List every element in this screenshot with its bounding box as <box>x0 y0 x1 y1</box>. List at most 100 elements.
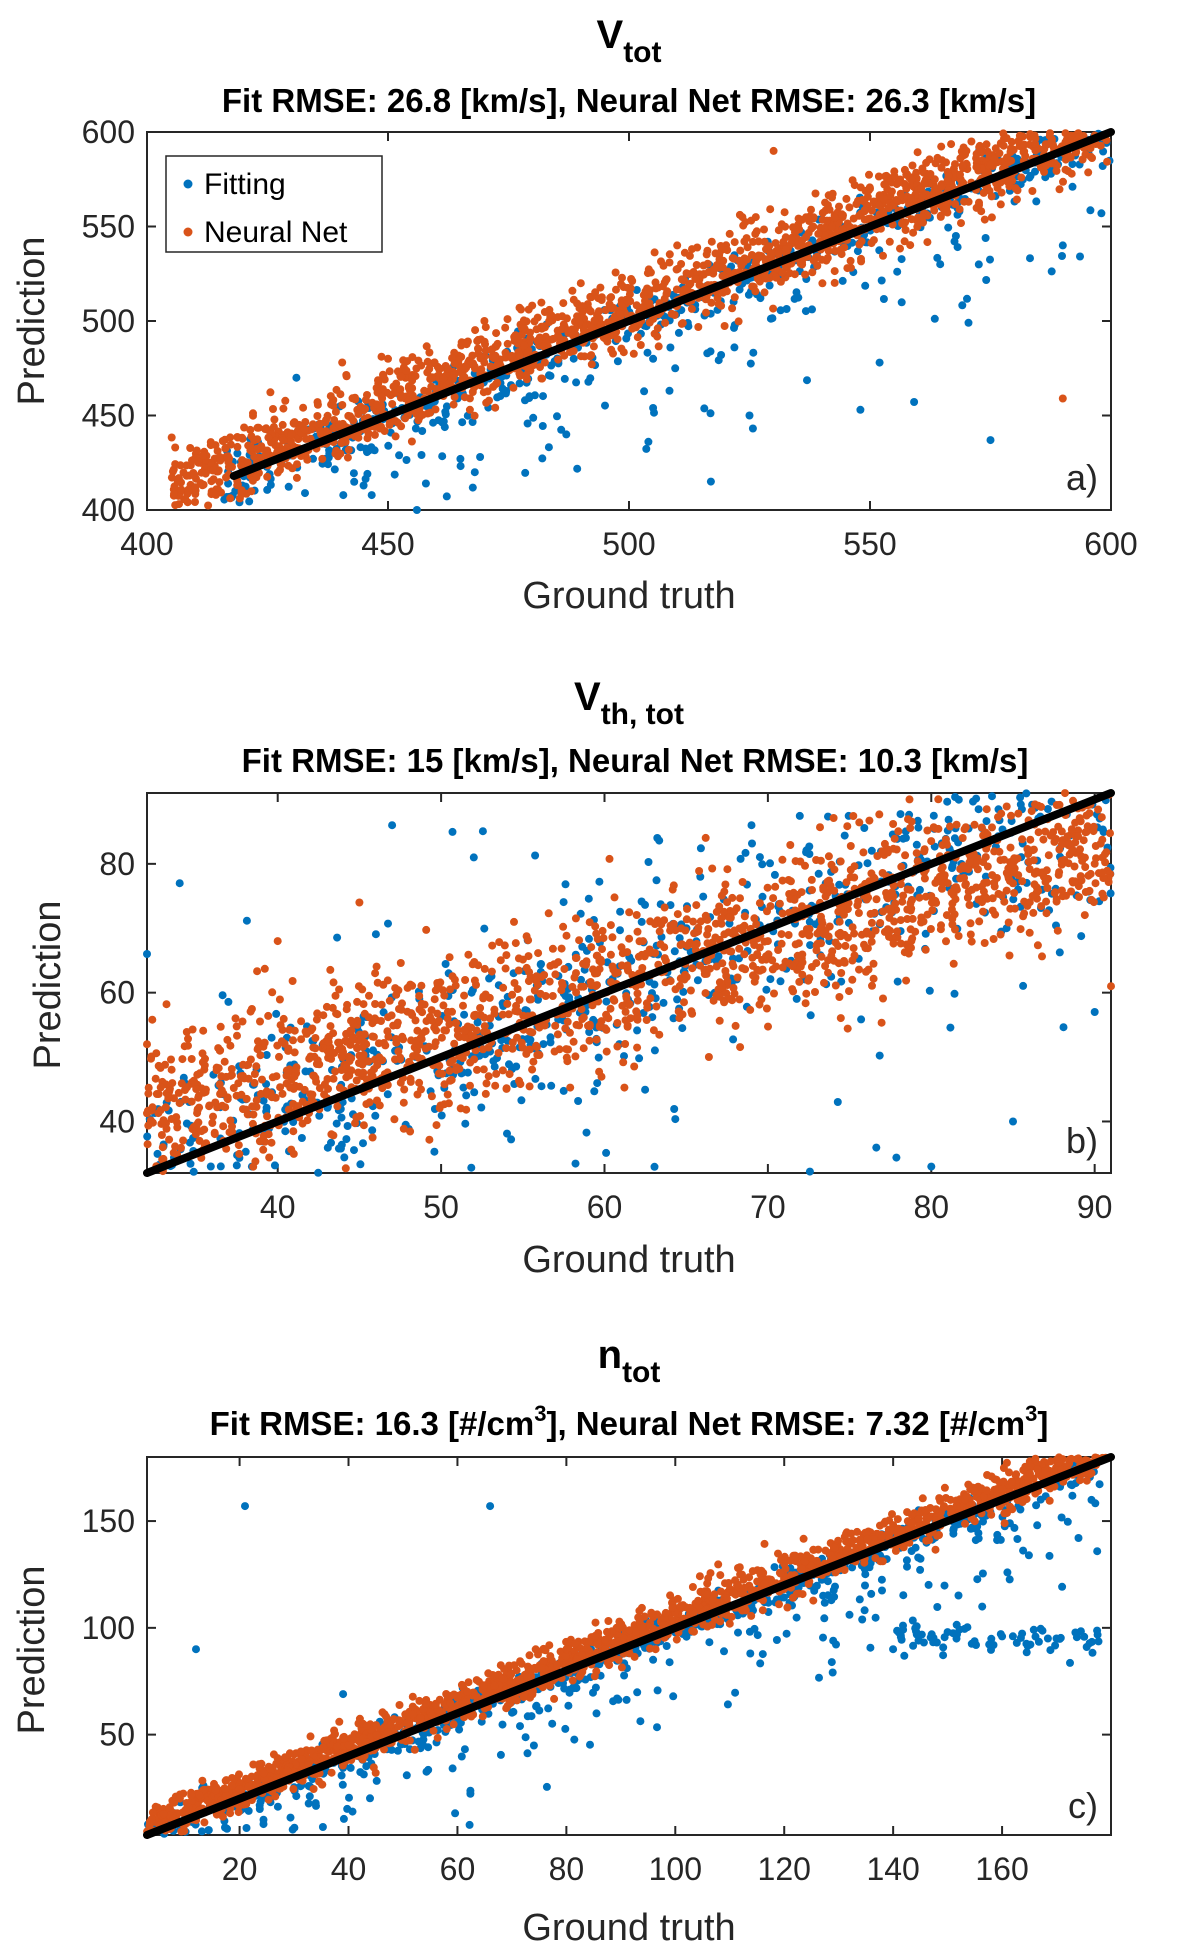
neural-net-point <box>685 251 694 260</box>
neural-net-point <box>723 865 732 874</box>
neural-net-point <box>836 1014 845 1023</box>
legend-fitting-label: Fitting <box>204 168 286 201</box>
neural-net-point <box>652 1002 661 1011</box>
neural-net-point <box>1082 828 1091 836</box>
neural-net-point <box>226 1041 235 1050</box>
neural-net-point <box>334 452 342 461</box>
neural-net-point <box>284 461 293 470</box>
panel-a-title-sub: tot <box>623 36 661 69</box>
neural-net-point <box>535 1051 544 1059</box>
panel-c-title-main: n <box>598 1333 622 1377</box>
neural-net-point <box>181 1095 190 1104</box>
fitting-point <box>666 343 675 352</box>
fitting-point <box>951 232 960 240</box>
neural-net-point <box>591 922 600 931</box>
fitting-point <box>437 1111 446 1120</box>
neural-net-point <box>979 887 988 896</box>
neural-net-point <box>148 1118 157 1127</box>
neural-net-point <box>768 956 777 965</box>
fitting-point <box>232 1161 241 1170</box>
neural-net-point <box>937 182 946 191</box>
neural-net-point <box>528 301 537 310</box>
fitting-point <box>1097 209 1106 218</box>
neural-net-point <box>919 917 928 926</box>
neural-net-point <box>667 309 676 318</box>
neural-net-point <box>898 219 906 228</box>
neural-net-point <box>585 306 594 315</box>
fitting-point <box>529 413 538 422</box>
fitting-point <box>735 285 744 294</box>
fitting-point <box>224 479 233 488</box>
neural-net-point <box>646 268 655 277</box>
fitting-point <box>637 917 646 926</box>
neural-net-point <box>849 812 858 820</box>
neural-net-point <box>823 877 832 886</box>
x-tick-label: 100 <box>649 1851 702 1887</box>
neural-net-point <box>846 256 855 265</box>
fitting-point <box>562 430 571 439</box>
neural-net-point <box>233 1031 241 1040</box>
neural-net-point <box>840 957 848 965</box>
fitting-point <box>438 452 447 461</box>
neural-net-point <box>872 895 881 904</box>
neural-net-point <box>958 161 967 170</box>
neural-net-point <box>843 264 852 273</box>
neural-net-point <box>728 893 737 902</box>
neural-net-point <box>311 1044 320 1053</box>
neural-net-point <box>778 268 787 277</box>
neural-net-point <box>585 1036 594 1045</box>
neural-net-point <box>1075 893 1083 901</box>
neural-net-point <box>311 1074 320 1082</box>
fitting-point <box>981 234 990 242</box>
neural-net-point <box>848 176 857 185</box>
neural-net-point <box>649 1026 658 1035</box>
neural-net-point <box>219 1122 228 1131</box>
neural-net-point <box>762 1004 771 1013</box>
x-tick-label: 450 <box>361 526 414 562</box>
fitting-point <box>978 1569 987 1578</box>
neural-net-point <box>1064 859 1073 868</box>
fitting-point <box>1059 1023 1068 1032</box>
neural-net-point <box>526 328 534 337</box>
neural-net-point <box>686 986 695 995</box>
neural-net-point <box>716 242 725 250</box>
fitting-point <box>969 797 977 806</box>
neural-net-point <box>691 275 700 283</box>
neural-net-point <box>253 967 262 976</box>
neural-net-point <box>510 917 518 926</box>
fitting-point <box>1016 800 1025 809</box>
neural-net-point <box>975 917 984 926</box>
neural-net-point <box>520 341 529 350</box>
neural-net-point <box>598 926 607 935</box>
neural-net-point <box>591 982 600 991</box>
neural-net-point <box>913 148 922 157</box>
x-tick-label: 80 <box>549 1851 585 1887</box>
panel-a-subtitle: Fit RMSE: 26.8 [km/s], Neural Net RMSE: … <box>222 82 1036 119</box>
fitting-point <box>748 839 756 848</box>
fitting-point <box>805 917 814 926</box>
neural-net-point <box>734 317 743 326</box>
panel-a-subtitle-text: Fit RMSE: 26.8 [km/s], Neural Net RMSE: … <box>222 82 1036 119</box>
neural-net-point <box>1031 134 1040 143</box>
neural-net-point <box>311 1034 320 1042</box>
neural-net-point <box>883 925 892 934</box>
neural-net-point <box>534 949 543 958</box>
neural-net-point <box>972 163 981 172</box>
neural-net-point <box>289 1127 298 1136</box>
fitting-point <box>782 305 791 313</box>
neural-net-point <box>165 1092 174 1101</box>
neural-net-point <box>623 283 632 292</box>
neural-net-point <box>159 1116 168 1125</box>
neural-net-point <box>525 1082 534 1091</box>
neural-net-point <box>342 1005 351 1014</box>
neural-net-point <box>540 308 549 316</box>
neural-net-point <box>579 1044 588 1053</box>
neural-net-point <box>879 251 887 260</box>
fitting-point <box>857 1015 866 1024</box>
fitting-point <box>982 817 991 826</box>
neural-net-point <box>824 247 833 255</box>
panel-b-title-sub: th, tot <box>601 698 684 731</box>
neural-net-point <box>449 371 458 380</box>
neural-net-point <box>949 959 958 968</box>
neural-net-point <box>768 965 777 974</box>
